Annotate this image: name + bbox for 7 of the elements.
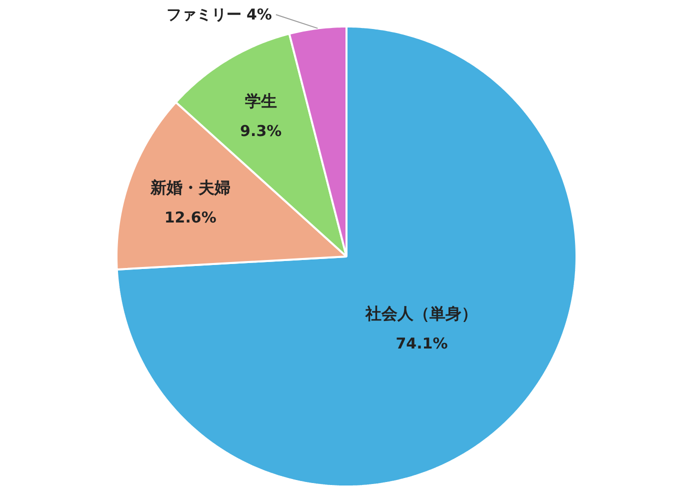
slice-label: 学生	[244, 91, 277, 110]
data-label: 9.3%	[240, 122, 282, 140]
data-label: 12.6%	[164, 208, 216, 226]
slice-label: 社会人（単身）	[364, 304, 478, 324]
slice-label: ファミリー 4%	[166, 6, 272, 24]
data-label: 74.1%	[396, 334, 448, 353]
slice-label: 新婚・夫婦	[149, 178, 230, 197]
